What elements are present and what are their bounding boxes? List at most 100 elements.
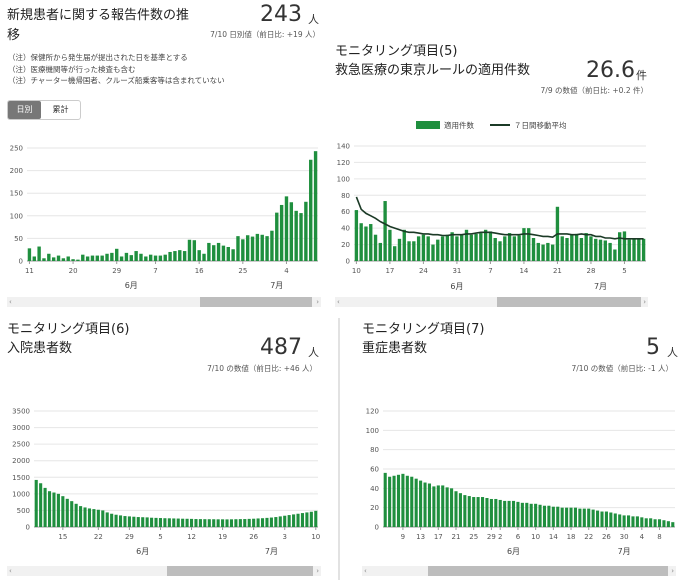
headline-unit: 人 (667, 346, 678, 359)
bar (423, 482, 427, 527)
bar (383, 472, 387, 527)
y-tick-label: 250 (10, 145, 23, 153)
bar (269, 517, 273, 527)
scroll-left-icon[interactable]: ‹ (9, 298, 12, 306)
scroll-thumb[interactable] (428, 566, 668, 576)
horizontal-scrollbar[interactable]: ‹ › (335, 297, 648, 307)
x-tick-label: 29 (112, 267, 121, 275)
y-tick-label: 40 (341, 225, 350, 233)
bar (483, 229, 488, 261)
headline-value: 487 (260, 335, 302, 360)
y-tick-label: 0 (346, 258, 350, 266)
bar (441, 485, 445, 527)
x-tick-label: 22 (584, 533, 593, 541)
y-tick-label: 100 (337, 175, 350, 183)
bar (245, 235, 250, 261)
scroll-thumb[interactable] (200, 297, 312, 307)
y-tick-label: 20 (341, 241, 350, 249)
bar (123, 516, 127, 527)
bar (479, 233, 483, 261)
x-tick-label: 14 (549, 533, 558, 541)
bar (560, 236, 564, 261)
bar (622, 231, 627, 261)
x-tick-label: 8 (657, 533, 661, 541)
toggle-cumulative-button[interactable]: 累計 (52, 105, 69, 114)
bar (662, 520, 666, 527)
headline-sub: 7/10 日別値（前日比: +19 人） (210, 30, 320, 39)
scroll-left-icon[interactable]: ‹ (364, 567, 367, 575)
bar (76, 259, 80, 261)
bar (598, 239, 603, 261)
notes: （注）保健所から発生届が提出された日を基準とする （注）医療機関等が行った検査も… (8, 52, 225, 87)
scroll-right-icon[interactable]: › (643, 298, 646, 306)
scroll-left-icon[interactable]: ‹ (337, 298, 340, 306)
bar (427, 483, 432, 527)
bar (172, 518, 176, 527)
bar (388, 229, 392, 261)
bar (61, 496, 65, 527)
y-tick-label: 500 (17, 507, 30, 515)
bar (364, 226, 368, 261)
bar (603, 240, 607, 261)
x-tick-label: 4 (640, 533, 645, 541)
hospitalized-chart: 0 500 1000 1500 2000 2500 3000 3500 15 22 29 5 12 19 2… (12, 408, 320, 557)
scroll-thumb[interactable] (167, 566, 313, 576)
horizontal-scrollbar[interactable]: ‹ › (362, 566, 676, 576)
horizontal-scrollbar[interactable]: ‹ › (7, 297, 321, 307)
bar (27, 248, 32, 261)
scroll-left-icon[interactable]: ‹ (9, 567, 12, 575)
bar (396, 474, 401, 527)
scroll-thumb[interactable] (497, 297, 641, 307)
bar (247, 518, 251, 527)
bar (671, 522, 675, 527)
bar (158, 518, 163, 527)
month-label: 6月 (507, 547, 520, 556)
x-tick-label: 25 (238, 267, 247, 275)
scroll-right-icon[interactable]: › (671, 567, 674, 575)
scroll-right-icon[interactable]: › (316, 567, 319, 575)
bar (139, 253, 143, 261)
x-tick-label: 29 (487, 533, 496, 541)
headline-unit: 件 (636, 69, 647, 82)
bar (431, 244, 435, 261)
month-label: 7月 (594, 282, 607, 291)
bar (85, 256, 90, 261)
x-tick-label: 21 (452, 533, 461, 541)
y-tick-label: 0 (19, 258, 23, 266)
headline-value: 26.6 (586, 58, 635, 83)
bar (153, 255, 158, 261)
headline-sub: 7/9 の数値（前日比: +0.2 件） (540, 86, 648, 95)
bar (173, 251, 177, 261)
bar (600, 511, 604, 527)
bar (289, 202, 294, 261)
scroll-right-icon[interactable]: › (316, 298, 319, 306)
month-label: 6月 (450, 282, 463, 291)
y-tick-label: 100 (10, 212, 23, 220)
bar (189, 518, 194, 527)
bar (185, 518, 189, 527)
bar (79, 506, 83, 527)
toggle-daily-button[interactable]: 日別 (8, 101, 41, 119)
x-tick-label: 6 (516, 533, 521, 541)
bar (39, 483, 43, 527)
panel-subtitle: モニタリング項目(6) (7, 322, 130, 337)
bar (631, 516, 635, 527)
bar (460, 234, 464, 261)
x-tick-label: 16 (195, 267, 204, 275)
bar (436, 239, 440, 261)
bar (525, 502, 529, 527)
bar (229, 519, 234, 527)
horizontal-scrollbar[interactable]: ‹ › (7, 566, 321, 576)
bar (573, 507, 578, 527)
bar (309, 511, 313, 527)
headline-value: 5 (646, 335, 660, 360)
bar (463, 495, 467, 527)
bar (202, 253, 206, 261)
bar (105, 512, 109, 527)
x-tick-label: 14 (519, 267, 528, 275)
bar (141, 517, 145, 527)
bar (604, 511, 608, 527)
x-tick-label: 21 (553, 267, 562, 275)
bar (416, 236, 421, 261)
y-tick-label: 100 (366, 427, 379, 435)
